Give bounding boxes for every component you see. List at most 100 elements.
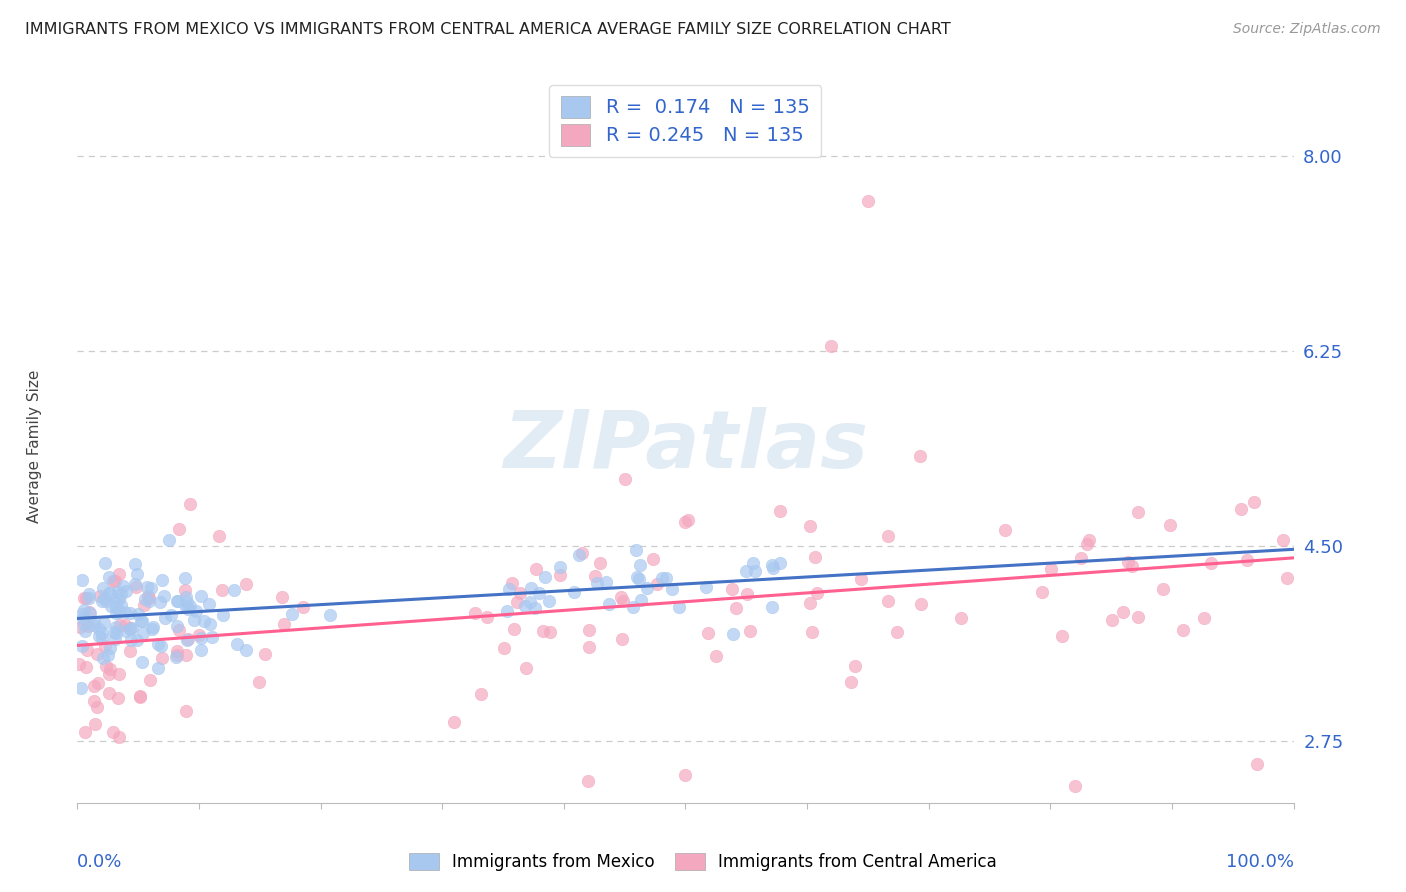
Point	[77, 591, 100, 606]
Point	[193, 614, 215, 628]
Point	[464, 607, 486, 621]
Point	[166, 619, 188, 633]
Point	[120, 633, 142, 648]
Point	[470, 687, 492, 701]
Point	[108, 617, 131, 632]
Point	[165, 650, 187, 665]
Point	[589, 556, 612, 570]
Point	[1116, 555, 1139, 569]
Point	[1039, 562, 1062, 576]
Point	[291, 599, 314, 614]
Point	[799, 519, 821, 533]
Text: Source: ZipAtlas.com: Source: ZipAtlas.com	[1233, 22, 1381, 37]
Point	[509, 586, 531, 600]
Point	[630, 592, 652, 607]
Point	[200, 616, 222, 631]
Point	[548, 559, 571, 574]
Point	[877, 594, 900, 608]
Point	[844, 658, 866, 673]
Point	[110, 587, 132, 601]
Point	[82, 618, 104, 632]
Point	[125, 580, 148, 594]
Point	[724, 601, 747, 615]
Point	[501, 576, 523, 591]
Point	[98, 586, 121, 600]
Point	[73, 624, 96, 639]
Point	[84, 717, 107, 731]
Point	[538, 624, 561, 639]
Point	[150, 639, 173, 653]
Point	[856, 194, 879, 208]
Point	[149, 595, 172, 609]
Point	[443, 715, 465, 730]
Point	[134, 599, 156, 613]
Point	[103, 624, 125, 639]
Point	[167, 623, 190, 637]
Point	[177, 632, 200, 647]
Point	[75, 660, 97, 674]
Point	[124, 577, 146, 591]
Point	[93, 639, 115, 653]
Point	[319, 608, 342, 623]
Point	[908, 449, 931, 463]
Point	[475, 609, 498, 624]
Point	[949, 611, 972, 625]
Point	[127, 567, 149, 582]
Point	[613, 473, 636, 487]
Point	[568, 549, 591, 563]
Point	[73, 591, 96, 606]
Point	[153, 611, 176, 625]
Point	[91, 631, 114, 645]
Point	[578, 623, 600, 637]
Point	[1192, 611, 1215, 625]
Point	[127, 607, 149, 622]
Point	[115, 584, 138, 599]
Point	[1230, 502, 1253, 516]
Point	[142, 620, 165, 634]
Point	[762, 561, 785, 575]
Point	[110, 598, 132, 612]
Point	[91, 651, 114, 665]
Point	[77, 587, 100, 601]
Point	[761, 600, 783, 615]
Point	[506, 595, 529, 609]
Point	[138, 591, 160, 605]
Point	[849, 572, 872, 586]
Point	[139, 581, 162, 595]
Point	[104, 632, 127, 646]
Point	[176, 633, 198, 648]
Text: 100.0%: 100.0%	[1226, 853, 1294, 871]
Point	[105, 620, 128, 634]
Point	[105, 599, 128, 614]
Point	[187, 627, 209, 641]
Point	[910, 597, 932, 611]
Legend: R =  0.174   N = 135, R = 0.245   N = 135: R = 0.174 N = 135, R = 0.245 N = 135	[550, 85, 821, 157]
Point	[100, 662, 122, 676]
Point	[83, 679, 105, 693]
Point	[583, 568, 606, 582]
Point	[120, 621, 142, 635]
Point	[97, 648, 120, 662]
Point	[131, 614, 153, 628]
Point	[72, 639, 94, 653]
Point	[150, 573, 173, 587]
Point	[76, 619, 98, 633]
Point	[129, 614, 152, 628]
Point	[626, 543, 648, 558]
Point	[190, 643, 212, 657]
Point	[800, 624, 823, 639]
Point	[103, 724, 125, 739]
Point	[166, 594, 188, 608]
Point	[76, 643, 98, 657]
Point	[166, 594, 188, 608]
Point	[1121, 559, 1143, 574]
Point	[673, 515, 696, 529]
Point	[1126, 505, 1149, 519]
Point	[271, 591, 294, 605]
Point	[211, 583, 233, 598]
Point	[502, 623, 524, 637]
Point	[79, 607, 101, 621]
Point	[627, 572, 650, 586]
Point	[571, 546, 593, 560]
Point	[626, 570, 648, 584]
